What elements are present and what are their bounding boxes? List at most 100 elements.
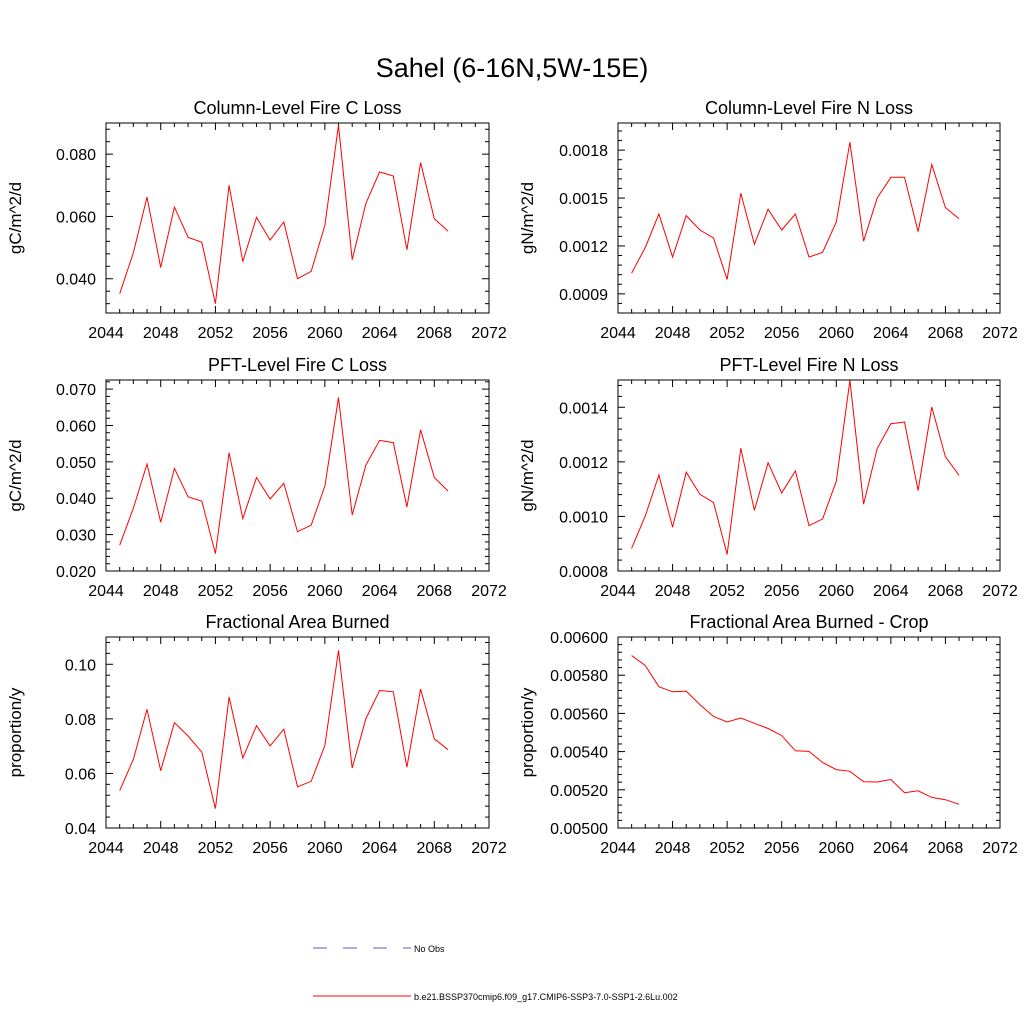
x-tick-label: 2064 <box>873 583 909 600</box>
x-tick-label: 2072 <box>471 325 507 342</box>
x-tick-label: 2056 <box>252 325 288 342</box>
x-tick-label: 2048 <box>655 840 691 857</box>
y-axis-label: gC/m^2/d <box>6 182 25 254</box>
panel-title: PFT-Level Fire C Loss <box>208 355 387 375</box>
x-tick-label: 2052 <box>709 840 745 857</box>
x-tick-label: 2068 <box>928 840 964 857</box>
series-line <box>119 125 449 304</box>
x-tick-label: 2044 <box>600 583 636 600</box>
x-tick-label: 2064 <box>362 583 398 600</box>
x-tick-label: 2044 <box>600 840 636 857</box>
y-tick-label: 0.06 <box>65 766 96 783</box>
y-axis-label: proportion/y <box>6 687 25 777</box>
y-tick-label: 0.020 <box>56 564 96 581</box>
x-tick-label: 2068 <box>416 325 452 342</box>
x-tick-label: 2056 <box>252 840 288 857</box>
y-tick-label: 0.00540 <box>550 745 608 762</box>
x-tick-label: 2052 <box>709 325 745 342</box>
x-tick-label: 2072 <box>471 840 507 857</box>
chart-panel-3: PFT-Level Fire C Loss gC/m^2/d 2044 2048 205… <box>6 355 507 600</box>
y-axis-label: gN/m^2/d <box>518 182 537 254</box>
y-axis-label: proportion/y <box>518 687 537 777</box>
x-tick-label: 2056 <box>764 325 800 342</box>
y-tick-label: 0.00580 <box>550 668 608 685</box>
y-tick-label: 0.070 <box>56 382 96 399</box>
panel-title: Fractional Area Burned - Crop <box>689 612 928 632</box>
chart-panel-1: Column-Level Fire C Loss gC/m^2/d 2044 2048… <box>6 98 507 342</box>
y-tick-label: 0.0009 <box>559 287 608 304</box>
y-axis-label: gN/m^2/d <box>518 439 537 511</box>
y-tick-label: 0.08 <box>65 712 96 729</box>
x-tick-label: 2060 <box>818 325 854 342</box>
y-axis-label: gC/m^2/d <box>6 439 25 511</box>
x-tick-label: 2072 <box>982 583 1018 600</box>
x-tick-label: 2072 <box>982 325 1018 342</box>
y-tick-label: 0.040 <box>56 491 96 508</box>
y-tick-label: 0.0008 <box>559 564 608 581</box>
legend: No Obs b.e21.BSSP370cmip6.f09_g17.CMIP6-… <box>313 944 678 1002</box>
legend-label-no-obs: No Obs <box>414 944 445 954</box>
y-tick-label: 0.050 <box>56 455 96 472</box>
x-tick-label: 2052 <box>198 840 234 857</box>
x-tick-label: 2060 <box>307 583 343 600</box>
x-tick-label: 2048 <box>143 583 179 600</box>
x-tick-label: 2072 <box>471 583 507 600</box>
x-tick-label: 2064 <box>873 840 909 857</box>
x-tick-label: 2044 <box>88 840 124 857</box>
y-tick-label: 0.040 <box>56 272 96 289</box>
x-tick-label: 2052 <box>198 583 234 600</box>
chart-panel-5: Fractional Area Burned proportion/y 2044 20… <box>6 612 507 857</box>
plot-frame <box>617 379 1001 572</box>
plot-frame <box>105 379 490 572</box>
chart-panel-4: PFT-Level Fire N Loss gN/m^2/d 2044 2048 205… <box>518 355 1018 600</box>
x-tick-label: 2068 <box>928 583 964 600</box>
y-tick-label: 0.0018 <box>559 143 608 160</box>
y-tick-label: 0.00600 <box>550 630 608 647</box>
x-tick-label: 2068 <box>928 325 964 342</box>
x-tick-label: 2044 <box>88 583 124 600</box>
plot-frame <box>617 122 1001 314</box>
x-tick-label: 2048 <box>143 325 179 342</box>
series-line <box>119 397 449 554</box>
x-tick-label: 2064 <box>362 840 398 857</box>
y-tick-label: 0.00500 <box>550 821 608 838</box>
panel-title: Fractional Area Burned <box>205 612 389 632</box>
x-tick-label: 2052 <box>198 325 234 342</box>
y-tick-label: 0.0014 <box>559 400 608 417</box>
y-tick-label: 0.060 <box>56 418 96 435</box>
chart-panel-6: Fractional Area Burned - Crop proportion/… <box>518 612 1018 857</box>
x-tick-label: 2064 <box>362 325 398 342</box>
x-tick-label: 2068 <box>416 840 452 857</box>
y-tick-label: 0.00520 <box>550 783 608 800</box>
x-tick-label: 2056 <box>764 840 800 857</box>
panel-grid: Column-Level Fire C Loss gC/m^2/d 2044 2048… <box>6 98 1018 857</box>
panel-title: Column-Level Fire N Loss <box>705 98 913 118</box>
y-tick-label: 0.080 <box>56 147 96 164</box>
panel-title: PFT-Level Fire N Loss <box>719 355 898 375</box>
x-tick-label: 2044 <box>88 325 124 342</box>
x-tick-label: 2044 <box>600 325 636 342</box>
x-tick-label: 2064 <box>873 325 909 342</box>
figure-title: Sahel (6-16N,5W-15E) <box>376 53 649 83</box>
y-tick-label: 0.04 <box>65 821 96 838</box>
chart-panel-2: Column-Level Fire N Loss gN/m^2/d 2044 2048… <box>518 98 1018 342</box>
legend-label-model-run: b.e21.BSSP370cmip6.f09_g17.CMIP6-SSP3-7.… <box>414 992 678 1002</box>
y-tick-label: 0.060 <box>56 209 96 226</box>
plot-frame <box>105 636 490 829</box>
y-tick-label: 0.0012 <box>559 239 608 256</box>
x-tick-label: 2048 <box>655 325 691 342</box>
x-tick-label: 2048 <box>655 583 691 600</box>
x-tick-label: 2056 <box>252 583 288 600</box>
series-line <box>119 650 449 809</box>
panel-title: Column-Level Fire C Loss <box>193 98 401 118</box>
x-tick-label: 2060 <box>307 325 343 342</box>
plot-frame <box>105 122 490 314</box>
y-tick-label: 0.0012 <box>559 455 608 472</box>
y-tick-label: 0.0015 <box>559 191 608 208</box>
series-line <box>631 142 960 280</box>
y-tick-label: 0.030 <box>56 528 96 545</box>
x-tick-label: 2068 <box>416 583 452 600</box>
x-tick-label: 2060 <box>818 840 854 857</box>
y-tick-label: 0.00560 <box>550 706 608 723</box>
